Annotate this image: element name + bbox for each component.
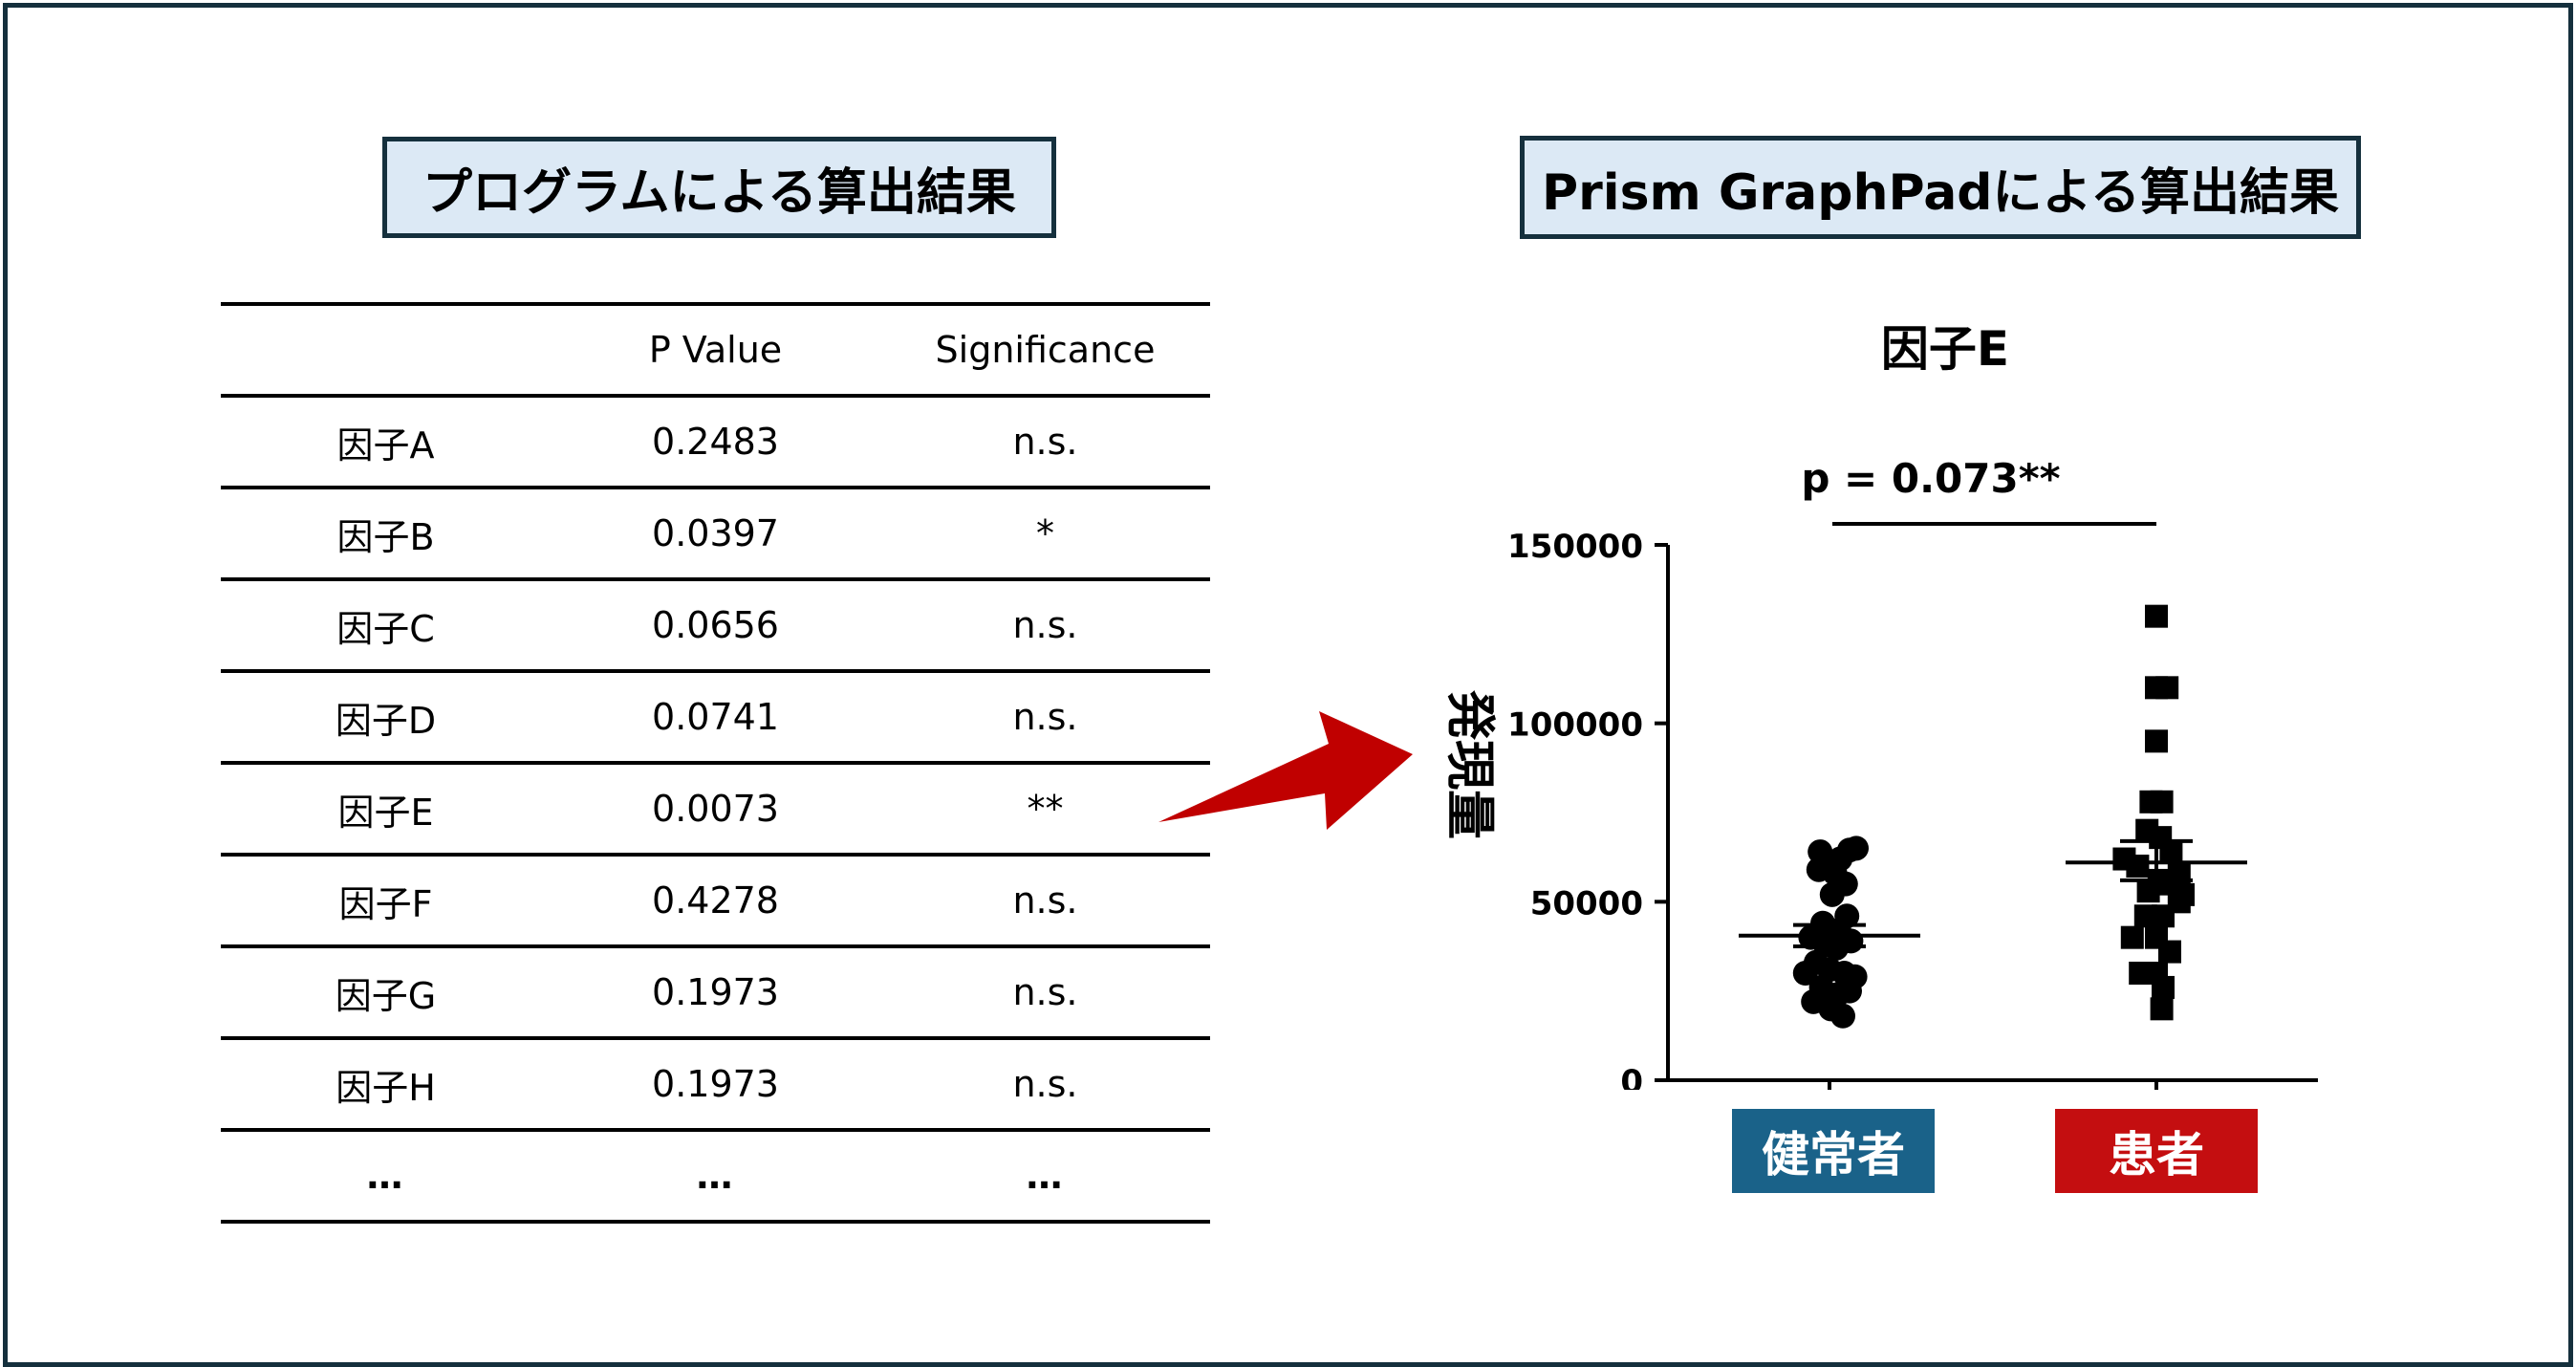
category-label-patient: 患者 [2055, 1109, 2258, 1193]
category-label-healthy: 健常者 [1732, 1109, 1935, 1193]
table-header-row: P Value Significance [221, 306, 1210, 394]
table-top-rule [221, 302, 1210, 306]
table-rule [221, 486, 1210, 489]
data-point-healthy [1837, 978, 1862, 1004]
factor-name-cell: 因子F [338, 882, 433, 925]
table-rule [221, 577, 1210, 581]
significance-cell: n.s. [1012, 696, 1078, 738]
table-row: 因子E 0.0073 ** [221, 765, 1210, 853]
data-point-healthy [1844, 835, 1869, 861]
data-point-patient [2145, 729, 2168, 753]
data-point-patient [2158, 940, 2181, 964]
data-point-patient [2145, 604, 2168, 628]
significance-cell: … [1026, 1155, 1065, 1197]
factor-name-cell: 因子G [335, 974, 437, 1017]
significance-cell: n.s. [1012, 879, 1078, 922]
factor-name-cell: 因子E [337, 791, 434, 834]
p-value-cell: 0.0656 [652, 604, 779, 646]
data-point-healthy [1792, 961, 1818, 986]
table-rule [221, 394, 1210, 398]
arrow-shape [1158, 711, 1413, 830]
significance-cell: n.s. [1012, 971, 1078, 1013]
table-row: 因子G 0.1973 n.s. [221, 948, 1210, 1036]
data-point-patient [2159, 840, 2183, 864]
header-cell: P Value [648, 329, 783, 371]
significance-cell: n.s. [1012, 421, 1078, 463]
significance-cell: n.s. [1012, 1063, 1078, 1105]
data-point-patient [2150, 790, 2174, 814]
y-tick-label: 0 [1620, 1063, 1643, 1090]
table-row: 因子B 0.0397 * [221, 489, 1210, 577]
p-value-cell: 0.4278 [652, 879, 779, 922]
p-value-annotation: p = 0.073** [1801, 455, 2060, 502]
table-rule [221, 669, 1210, 673]
y-tick-label: 100000 [1507, 706, 1643, 745]
data-point-healthy [1838, 928, 1864, 954]
chart-title: 因子E [1881, 325, 2009, 377]
dot-plot-chart: 因子E p = 0.073** 発現量 0 50000 100000 150000 [1440, 325, 2318, 1090]
p-value-cell: 0.1973 [652, 1063, 779, 1105]
table-rule [221, 1128, 1210, 1132]
left-panel-title: プログラムによる算出結果 [382, 137, 1056, 238]
data-point-patient [2150, 997, 2174, 1021]
p-value-cell: … [696, 1155, 735, 1197]
right-panel-title: Prism GraphPadによる算出結果 [1520, 136, 2361, 239]
table-row: 因子C 0.0656 n.s. [221, 581, 1210, 669]
factor-name-cell: 因子H [336, 1066, 436, 1109]
data-point-patient [2152, 904, 2175, 928]
p-value-cell: 0.0741 [652, 696, 779, 738]
y-axis-label: 発現量 [1440, 690, 1498, 839]
table-row: 因子A 0.2483 n.s. [221, 398, 1210, 486]
data-point-patient [2120, 925, 2144, 949]
table-rule [221, 1036, 1210, 1040]
factor-name-cell: 因子C [336, 607, 435, 650]
table-row: 因子H 0.1973 n.s. [221, 1040, 1210, 1128]
data-point-healthy [1819, 881, 1845, 907]
factor-name-cell: … [366, 1155, 405, 1197]
p-value-cell: 0.1973 [652, 971, 779, 1013]
factor-name-cell: 因子B [336, 515, 435, 558]
figure-frame [3, 3, 2573, 1367]
factor-name-cell: 因子D [335, 699, 437, 742]
p-value-cell: 0.0397 [652, 512, 779, 554]
table-rule [221, 1220, 1210, 1224]
table-rule [221, 853, 1210, 857]
data-point-patient [2152, 975, 2175, 999]
data-point-healthy [1830, 1003, 1855, 1029]
table-rule [221, 761, 1210, 765]
factor-name-cell: 因子A [336, 423, 435, 467]
data-point-healthy [1834, 903, 1860, 929]
table-rule [221, 944, 1210, 948]
y-tick-label: 50000 [1530, 884, 1643, 922]
data-point-healthy [1806, 857, 1831, 882]
data-point-patient [2155, 676, 2179, 700]
table-row: 因子D 0.0741 n.s. [221, 673, 1210, 761]
table-row: … … … [221, 1132, 1210, 1220]
p-value-cell: 0.2483 [652, 421, 779, 463]
table-row: 因子F 0.4278 n.s. [221, 857, 1210, 944]
data-point-patient [2136, 879, 2160, 903]
significance-cell: ** [1027, 788, 1064, 830]
significance-cell: n.s. [1012, 604, 1078, 646]
p-value-cell: 0.0073 [652, 788, 779, 830]
table-body: 因子A 0.2483 n.s. 因子B 0.0397 * 因子C 0.0656 n.s. 因子D 0… [221, 398, 1210, 1224]
red-arrow [1158, 711, 1413, 830]
data-point-patient [2126, 855, 2150, 878]
significance-cell: * [1036, 512, 1054, 554]
header-cell: Significance [935, 329, 1156, 371]
results-table: P Value Significance 因子A 0.2483 n.s. 因子B 0.0… [221, 302, 1210, 1224]
y-tick-label: 150000 [1507, 528, 1643, 566]
